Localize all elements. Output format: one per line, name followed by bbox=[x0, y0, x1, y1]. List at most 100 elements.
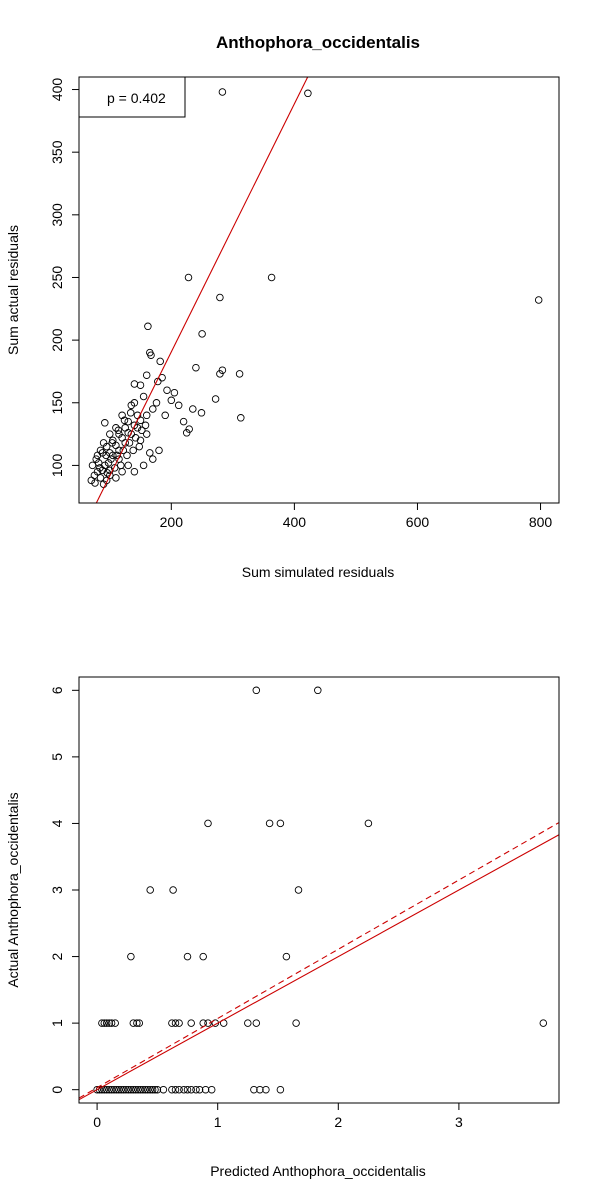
data-point bbox=[112, 1085, 121, 1094]
data-point bbox=[118, 434, 126, 442]
data-point bbox=[216, 293, 224, 302]
data-point bbox=[108, 439, 116, 447]
data-point bbox=[159, 1085, 168, 1094]
x-axis-label-top: Sum simulated residuals bbox=[242, 564, 395, 580]
data-point bbox=[182, 429, 191, 437]
data-point bbox=[107, 1085, 116, 1094]
data-point bbox=[118, 411, 126, 420]
data-point bbox=[102, 1019, 111, 1027]
x-tick-label: 400 bbox=[283, 514, 307, 530]
y-tick-label: 2 bbox=[49, 952, 65, 960]
data-point bbox=[96, 474, 105, 482]
data-point bbox=[314, 686, 322, 695]
data-point bbox=[151, 1085, 159, 1094]
data-point bbox=[252, 1019, 261, 1027]
data-point bbox=[120, 416, 129, 425]
data-point bbox=[184, 273, 193, 282]
data-point bbox=[98, 449, 107, 457]
data-point bbox=[91, 479, 99, 487]
data-point bbox=[139, 1085, 147, 1094]
data-point bbox=[127, 401, 136, 410]
data-point bbox=[171, 1019, 180, 1027]
data-point bbox=[250, 1085, 258, 1094]
data-point bbox=[192, 363, 200, 372]
data-point bbox=[87, 476, 96, 485]
data-point bbox=[152, 399, 161, 407]
x-tick-label: 1 bbox=[214, 1114, 222, 1130]
data-point bbox=[98, 1085, 106, 1094]
data-point bbox=[130, 421, 139, 430]
x-tick-label: 600 bbox=[406, 514, 430, 530]
data-point bbox=[218, 88, 227, 96]
data-point bbox=[121, 424, 129, 432]
data-point bbox=[98, 1019, 106, 1027]
data-point bbox=[135, 1019, 144, 1027]
data-point bbox=[198, 330, 206, 338]
data-point bbox=[142, 430, 151, 438]
data-point bbox=[161, 411, 169, 420]
data-point bbox=[117, 1085, 125, 1094]
data-point bbox=[265, 819, 274, 828]
marks-bottom bbox=[93, 686, 548, 1094]
data-point bbox=[88, 461, 97, 470]
data-point bbox=[183, 952, 192, 961]
data-point bbox=[101, 461, 109, 470]
data-point bbox=[138, 426, 146, 435]
data-point bbox=[169, 886, 177, 894]
y-tick-label: 6 bbox=[49, 686, 65, 694]
data-point bbox=[129, 1085, 138, 1094]
y-tick-label: 100 bbox=[49, 454, 65, 478]
axes-top: 200 400 600 800 100 150 200 250 300 350 400 bbox=[49, 78, 552, 530]
legend-box: p = 0.402 bbox=[78, 76, 186, 118]
data-point bbox=[130, 380, 139, 388]
data-point bbox=[118, 467, 126, 476]
data-point bbox=[163, 386, 171, 394]
data-point bbox=[170, 388, 179, 397]
data-point bbox=[92, 455, 100, 463]
data-point bbox=[204, 819, 212, 828]
data-point bbox=[142, 411, 151, 420]
fit-line-solid bbox=[95, 76, 309, 504]
data-point bbox=[179, 417, 188, 426]
panel-top: Anthophora_occidentalis p = 0.402 200 400… bbox=[5, 33, 560, 580]
data-point bbox=[237, 414, 245, 422]
data-point bbox=[130, 467, 139, 476]
data-point bbox=[119, 1085, 128, 1094]
data-point bbox=[141, 421, 150, 430]
data-point bbox=[106, 430, 114, 438]
legend-p-value: p = 0.402 bbox=[107, 90, 166, 106]
data-point bbox=[256, 1085, 264, 1094]
axes-bottom: 0 1 2 3 0 1 2 3 4 5 6 bbox=[49, 686, 463, 1130]
data-point bbox=[201, 1085, 210, 1094]
y-axis-label-top: Sum actual residuals bbox=[5, 225, 21, 355]
data-point bbox=[141, 1085, 150, 1094]
data-point bbox=[112, 474, 120, 482]
data-point bbox=[105, 1019, 113, 1027]
data-point bbox=[195, 1085, 204, 1094]
data-point bbox=[149, 405, 157, 413]
data-point bbox=[124, 461, 132, 470]
chart-title: Anthophora_occidentalis bbox=[216, 33, 420, 52]
data-point bbox=[101, 419, 109, 427]
y-tick-label: 3 bbox=[49, 886, 65, 894]
x-tick-label: 0 bbox=[93, 1114, 101, 1130]
y-tick-label: 1 bbox=[49, 1019, 65, 1027]
data-point bbox=[262, 1085, 270, 1094]
data-point bbox=[185, 425, 193, 433]
x-tick-label: 3 bbox=[455, 1114, 463, 1130]
data-point bbox=[129, 1019, 138, 1027]
marks-top bbox=[87, 88, 543, 488]
data-point bbox=[139, 392, 148, 401]
data-point bbox=[146, 1085, 154, 1094]
data-point bbox=[100, 1085, 109, 1094]
y-tick-label: 400 bbox=[49, 78, 65, 102]
data-point bbox=[146, 449, 154, 457]
x-tick-label: 2 bbox=[334, 1114, 342, 1130]
data-point bbox=[207, 1085, 216, 1094]
data-point bbox=[114, 426, 123, 435]
data-point bbox=[131, 434, 140, 442]
data-point bbox=[110, 1085, 118, 1094]
data-point bbox=[148, 1085, 157, 1094]
data-point bbox=[187, 1085, 195, 1094]
data-point bbox=[96, 464, 104, 472]
